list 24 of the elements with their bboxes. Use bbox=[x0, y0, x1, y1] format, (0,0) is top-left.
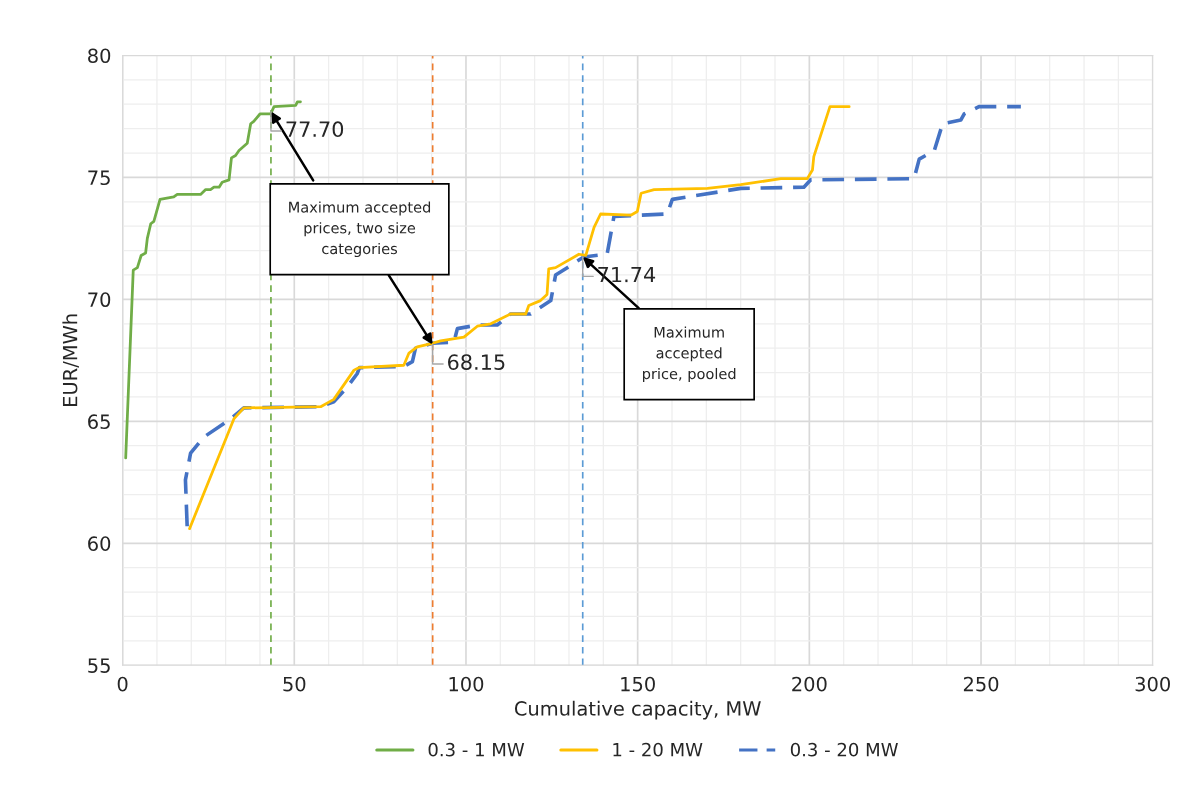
legend-label: 0.3 - 1 MW bbox=[428, 742, 525, 757]
y-tick-label: 60 bbox=[88, 536, 111, 551]
legend-label: 1 - 20 MW bbox=[613, 742, 703, 757]
y-tick-label: 75 bbox=[88, 170, 110, 186]
annotation: 68.15 bbox=[448, 354, 505, 370]
x-tick-label: 150 bbox=[621, 676, 655, 692]
y-axis-title: EUR/MWh bbox=[62, 314, 79, 406]
x-tick-label: 0 bbox=[117, 676, 128, 692]
x-tick-label: 300 bbox=[1135, 676, 1170, 692]
annotation: Maximum accepted prices, two size categories bbox=[289, 201, 431, 258]
x-tick-label: 50 bbox=[283, 676, 306, 692]
x-tick-label: 250 bbox=[963, 676, 999, 692]
line-series bbox=[183, 104, 1023, 529]
line-series bbox=[188, 105, 851, 531]
x-tick-label: 100 bbox=[449, 676, 484, 692]
annotation: Maximum accepted price, pooled bbox=[643, 326, 736, 383]
y-tick-label: 80 bbox=[88, 48, 111, 64]
legend-label: 0.3 - 20 MW bbox=[790, 742, 898, 757]
y-tick-label: 70 bbox=[88, 292, 111, 308]
x-tick-label: 200 bbox=[792, 676, 827, 692]
y-tick-label: 65 bbox=[88, 414, 110, 430]
annotation: 77.70 bbox=[286, 121, 344, 138]
y-tick-label: 55 bbox=[88, 658, 110, 673]
x-axis-title: Cumulative capacity, MW bbox=[514, 700, 761, 720]
